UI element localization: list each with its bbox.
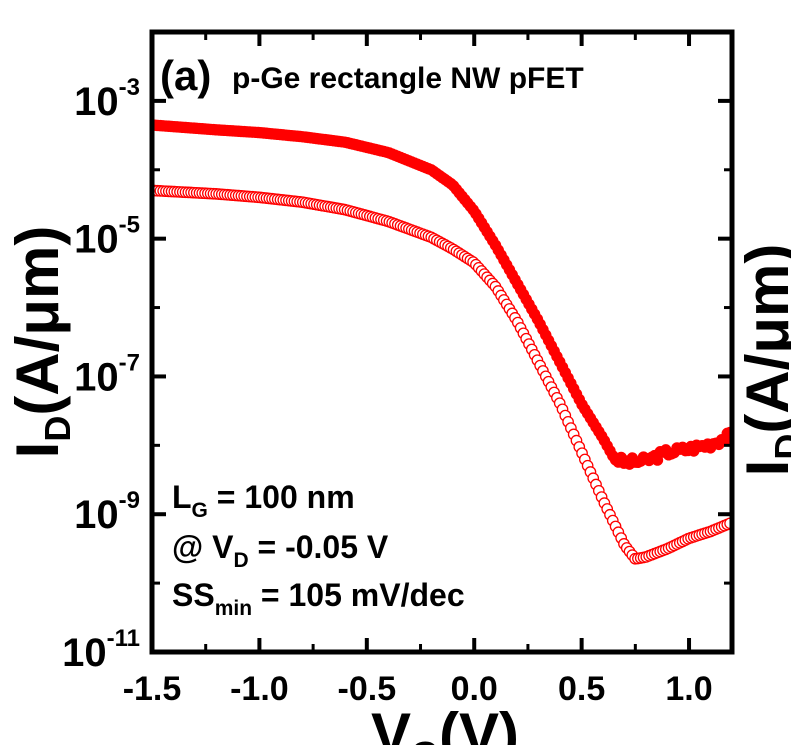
annotation-line: SSmin = 105 mV/dec — [172, 577, 465, 620]
y-tick-label: 10-7 — [74, 349, 140, 399]
x-tick-label: -0.5 — [338, 670, 397, 708]
series-open-circle — [152, 184, 732, 565]
panel-label: (a) — [160, 52, 211, 99]
y-axis-ticks: 10-3 10-5 10-7 10-9 10-11 — [62, 30, 732, 675]
y-axis-label-sub: D — [37, 416, 78, 442]
y-tick-label: 10-11 — [62, 625, 140, 675]
x-tick-label: 0.0 — [451, 670, 498, 708]
next-panel-y-axis-label: ID(A/μm) — [734, 244, 791, 477]
y-axis-label-main: I — [4, 442, 71, 459]
annotations: LG = 100 nm @ VD = -0.05 V SSmin = 105 mV/… — [172, 479, 465, 620]
x-tick-label: 0.5 — [558, 670, 605, 708]
y-axis-label: ID(A/μm) — [4, 226, 78, 459]
x-axis-label-sub: G — [411, 734, 439, 745]
data-series-layer — [152, 119, 732, 565]
annotation-line: @ VD = -0.05 V — [172, 529, 389, 572]
y-axis-label-unit: (A/μm) — [4, 226, 71, 416]
annotation-line: LG = 100 nm — [172, 479, 355, 522]
series-filled-circle — [152, 119, 732, 470]
chart-title: p-Ge rectangle NW pFET — [232, 62, 584, 95]
x-axis-label-unit: (V) — [439, 701, 519, 745]
y-tick-label: 10-3 — [74, 74, 140, 124]
x-tick-label: -1.0 — [230, 670, 289, 708]
y-tick-label: 10-5 — [74, 212, 140, 262]
x-axis-label-main: V — [371, 701, 411, 745]
x-tick-label: 1.0 — [665, 670, 712, 708]
plot-frame — [149, 29, 735, 655]
x-tick-label: -1.5 — [123, 670, 182, 708]
x-axis-label: VG(V) — [371, 701, 519, 745]
x-axis-ticks: -1.5 -1.0 -0.5 0.0 0.5 1.0 — [123, 32, 713, 708]
y-tick-label: 10-9 — [74, 487, 140, 537]
